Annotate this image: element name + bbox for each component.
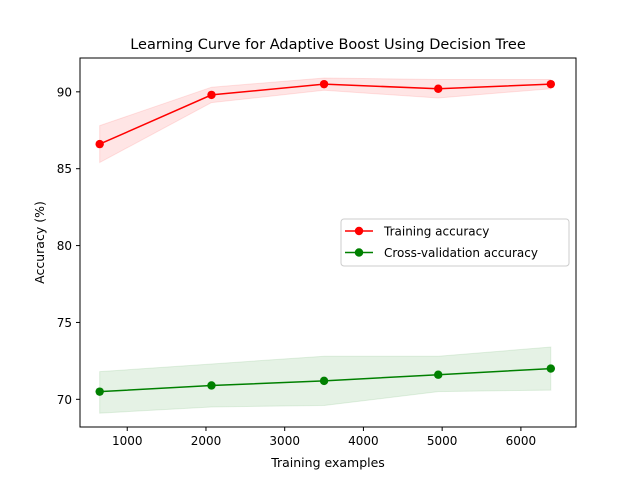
point-series-1-0 (95, 387, 104, 396)
x-tick-label: 2000 (191, 434, 222, 448)
legend-box (340, 218, 570, 267)
y-tick-label: 90 (57, 85, 72, 99)
point-series-1-3 (434, 370, 443, 379)
point-series-1-2 (319, 376, 329, 386)
x-tick-label: 3000 (269, 434, 300, 448)
point-series-1-1 (207, 381, 216, 390)
chart-title: Learning Curve for Adaptive Boost Using … (130, 37, 526, 53)
x-axis-ticks: 1000 2000 3000 4000 5000 6000 (112, 427, 536, 448)
legend-marker-0 (354, 226, 364, 236)
series-points (95, 79, 556, 396)
y-tick-label: 75 (57, 316, 72, 330)
x-tick-label: 4000 (348, 434, 379, 448)
legend: Training accuracy Cross-validation accura… (340, 218, 570, 267)
point-series-0-3 (434, 84, 443, 93)
point-series-0-4 (546, 79, 556, 89)
y-tick-label: 85 (57, 162, 72, 176)
x-tick-label: 5000 (427, 434, 458, 448)
band-series-0 (99, 77, 552, 164)
y-axis-label: Accuracy (%) (32, 201, 47, 284)
point-series-0-1 (207, 90, 216, 100)
point-series-0-2 (319, 79, 329, 89)
y-tick-label: 70 (57, 393, 72, 407)
legend-label-1: Cross-validation accuracy (384, 246, 538, 260)
axes-frame (79, 57, 577, 428)
legend-label-0: Training accuracy (383, 225, 489, 239)
legend-marker-1 (354, 248, 364, 257)
point-series-1-4 (546, 364, 556, 373)
x-axis-label: Training examples (270, 455, 385, 470)
y-axis-ticks: 70 75 80 85 90 (57, 85, 80, 407)
y-tick-label: 80 (57, 239, 72, 253)
x-tick-label: 6000 (506, 434, 537, 448)
point-series-0-0 (95, 139, 104, 149)
x-tick-label: 1000 (112, 434, 143, 448)
